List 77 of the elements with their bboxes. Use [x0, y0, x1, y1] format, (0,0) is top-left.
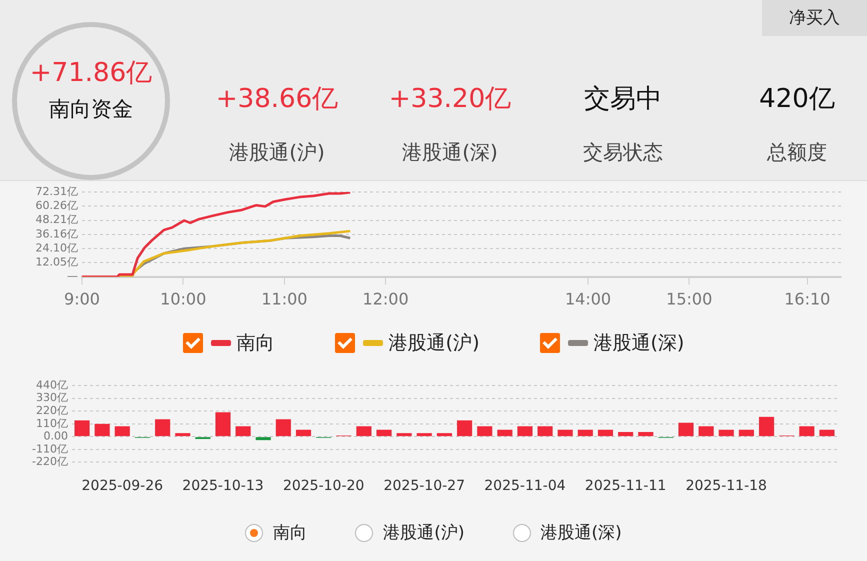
y-tick-label: 330亿 [36, 391, 68, 404]
bar [436, 433, 452, 436]
text: +71.86亿 [30, 57, 152, 90]
legend-label: 港股通(深) [594, 331, 684, 356]
text: +38.66亿 [216, 83, 338, 116]
x-tick-label: 2025-10-27 [384, 478, 465, 494]
bar [276, 419, 291, 436]
bar [296, 430, 312, 436]
y-tick-label: 60.26亿 [36, 198, 78, 212]
bar [114, 426, 130, 436]
bar [74, 420, 90, 436]
text: +33.20亿 [388, 83, 512, 116]
x-tick-label: 2025-09-26 [82, 478, 164, 494]
bar [538, 426, 553, 436]
bar [718, 430, 734, 436]
text: 总额度 [767, 139, 827, 166]
x-tick-label: 11:00 [261, 290, 308, 309]
bar [618, 432, 634, 436]
y-tick-label: 0.00 [44, 430, 68, 443]
y-tick-label: -110亿 [32, 442, 68, 456]
text: 港股通(沪) [229, 139, 325, 166]
bar [578, 430, 593, 436]
bar [678, 422, 694, 436]
bar [598, 430, 614, 436]
text: 420亿 [759, 83, 835, 116]
bar [256, 437, 271, 440]
y-tick-label: 220亿 [36, 404, 68, 417]
y-tick-label: 36.16亿 [36, 227, 78, 240]
x-tick-label: 2025-10-20 [282, 478, 364, 494]
text: 港股通(深) [540, 522, 622, 544]
x-tick-label: 2025-11-11 [584, 478, 666, 494]
text: 南向资金 [49, 96, 133, 123]
bar [457, 420, 472, 436]
bar [517, 426, 533, 436]
y-tick-label: 12.05亿 [36, 256, 78, 269]
text: 净买入 [762, 0, 867, 36]
bar [799, 426, 814, 436]
text: 南向 [273, 522, 308, 544]
y-tick-label: 440亿 [36, 378, 68, 392]
x-tick-label: 2025-11-04 [484, 478, 566, 494]
text: 港股通(沪) [383, 522, 464, 544]
y-tick-label: 48.21亿 [36, 213, 78, 226]
bar [376, 430, 392, 436]
bar [215, 412, 231, 436]
bar [236, 426, 251, 436]
y-tick-label: 110亿 [36, 416, 68, 430]
bar [396, 433, 412, 436]
bar [155, 419, 170, 436]
x-tick-label: 10:00 [160, 290, 206, 309]
legend-label: 南向 [236, 331, 275, 356]
x-tick-label: 16:10 [784, 290, 830, 309]
bar [738, 430, 754, 436]
x-tick-label: 2025-10-13 [182, 478, 264, 494]
bar [416, 433, 432, 436]
text: 港股通(深) [402, 139, 498, 166]
text: 交易中 [584, 83, 662, 116]
legend-label: 港股通(沪) [388, 331, 480, 356]
y-tick-label: 72.31亿 [36, 184, 78, 198]
bar [638, 432, 654, 436]
bar [758, 416, 774, 436]
x-tick-label: 9:00 [64, 290, 100, 309]
bar [356, 426, 372, 436]
bar [698, 426, 714, 436]
x-tick-label: 15:00 [666, 290, 712, 309]
y-tick-label: — [67, 270, 78, 283]
bar [477, 426, 492, 436]
text: 交易状态 [583, 139, 663, 166]
bar [175, 433, 190, 436]
y-tick-label: 24.10亿 [36, 241, 78, 254]
x-tick-label: 14:00 [564, 290, 612, 309]
bar [497, 430, 512, 436]
x-tick-label: 12:00 [362, 290, 409, 309]
bar [819, 430, 834, 436]
bar [558, 430, 573, 436]
x-tick-label: 2025-11-18 [686, 478, 767, 494]
bar [94, 424, 110, 436]
y-tick-label: -220亿 [32, 455, 68, 468]
